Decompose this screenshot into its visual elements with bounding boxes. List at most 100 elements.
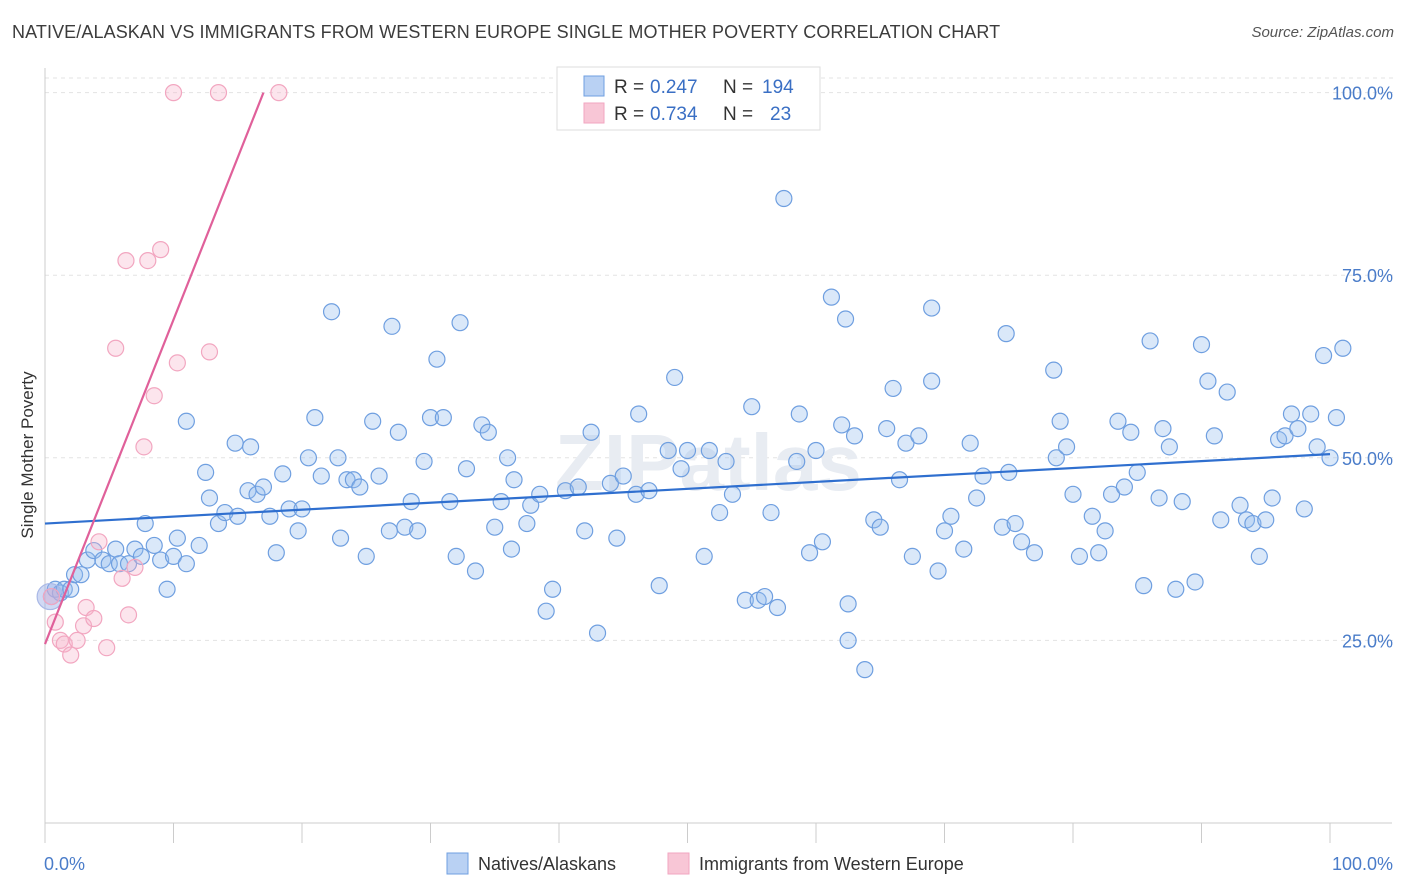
point-natives — [1012, 533, 1031, 551]
point-natives — [856, 661, 874, 679]
point-natives — [177, 555, 195, 573]
point-natives — [421, 409, 440, 427]
point-natives — [1231, 496, 1249, 514]
point-natives — [1057, 438, 1076, 456]
point-natives — [1250, 547, 1268, 566]
point-immigrants — [139, 251, 157, 270]
point-natives — [502, 540, 521, 558]
point-natives — [659, 441, 677, 460]
trend-line-immigrants — [43, 92, 265, 645]
point-immigrants — [90, 533, 108, 551]
point-immigrants — [55, 635, 73, 653]
point-natives — [968, 489, 986, 507]
point-natives — [1205, 427, 1223, 445]
point-natives — [788, 452, 806, 471]
y-tick-label: 50.0% — [1342, 449, 1393, 469]
point-natives — [1128, 463, 1146, 482]
point-natives — [935, 522, 954, 540]
point-immigrants — [119, 606, 138, 624]
point-natives — [997, 325, 1015, 343]
point-immigrants — [62, 646, 80, 664]
point-natives — [518, 514, 536, 533]
point-natives — [672, 460, 690, 478]
series-legend: Natives/Alaskans Immigrants from Western… — [446, 852, 964, 875]
legend-n-value-2: 23 — [770, 104, 791, 125]
point-natives — [479, 423, 497, 441]
legend-n-value-1: 194 — [762, 77, 794, 98]
point-natives — [1257, 511, 1275, 529]
point-immigrants — [152, 241, 170, 259]
point-natives — [807, 441, 825, 460]
point-natives — [630, 405, 648, 423]
point-natives — [415, 452, 433, 471]
point-immigrants — [135, 438, 153, 456]
point-natives — [1295, 500, 1313, 518]
point-natives — [447, 547, 465, 566]
point-immigrants — [200, 343, 219, 361]
point-natives — [614, 467, 632, 485]
y-tick-label: 25.0% — [1342, 631, 1393, 651]
point-natives — [409, 522, 427, 540]
point-natives — [1276, 427, 1294, 445]
point-natives — [145, 536, 163, 555]
point-natives — [331, 529, 350, 547]
legend-swatch-pink — [583, 102, 605, 124]
gridlines — [45, 77, 1395, 641]
point-natives — [833, 416, 851, 434]
point-natives — [1154, 419, 1172, 438]
point-natives — [910, 427, 928, 445]
point-natives — [923, 299, 941, 317]
point-natives — [711, 503, 729, 522]
point-natives — [1167, 580, 1185, 598]
point-natives — [505, 471, 523, 489]
point-natives — [396, 518, 414, 536]
point-immigrants — [68, 631, 86, 650]
point-natives — [1025, 544, 1044, 562]
point-natives — [190, 536, 208, 555]
x-tick-label-max: 100.0% — [1332, 854, 1393, 874]
point-natives — [306, 409, 324, 427]
point-natives — [1212, 511, 1230, 529]
point-immigrants — [117, 251, 135, 270]
point-natives — [1218, 383, 1236, 401]
point-natives — [451, 314, 469, 332]
point-natives — [1051, 412, 1069, 430]
legend-n-label-1: N = — [723, 77, 753, 98]
point-natives — [209, 514, 228, 533]
point-natives — [650, 577, 668, 595]
point-natives — [1321, 449, 1339, 467]
point-natives — [402, 493, 420, 511]
point-natives — [1064, 485, 1082, 503]
point-natives — [254, 478, 273, 496]
series-natives-alaskans — [36, 189, 1352, 679]
point-natives — [492, 493, 510, 511]
point-natives — [1289, 419, 1307, 438]
point-natives — [929, 562, 947, 580]
point-natives — [1314, 346, 1333, 365]
point-natives — [152, 551, 170, 569]
point-natives — [582, 423, 600, 441]
point-natives — [717, 452, 735, 471]
point-natives — [736, 591, 754, 609]
point-natives — [1083, 507, 1101, 525]
legend-r-value-1: 0.247 — [650, 77, 698, 98]
point-natives — [839, 631, 857, 650]
point-natives — [338, 471, 356, 489]
chart-title: NATIVE/ALASKAN VS IMMIGRANTS FROM WESTER… — [12, 22, 1001, 42]
point-natives — [974, 467, 992, 485]
point-immigrants — [85, 609, 103, 628]
point-natives — [1150, 489, 1168, 507]
point-natives — [723, 485, 742, 503]
point-natives — [428, 350, 446, 368]
point-natives — [1006, 514, 1024, 533]
point-natives — [434, 409, 452, 427]
point-immigrants — [168, 354, 186, 372]
point-natives — [1070, 547, 1089, 566]
legend-swatch-blue — [583, 75, 605, 97]
legend-n-label-2: N = — [723, 104, 753, 125]
point-natives — [499, 449, 517, 467]
point-natives — [755, 587, 774, 606]
legend-r-label-2: R = — [614, 104, 644, 125]
point-natives — [923, 372, 941, 390]
point-natives — [1282, 405, 1301, 423]
